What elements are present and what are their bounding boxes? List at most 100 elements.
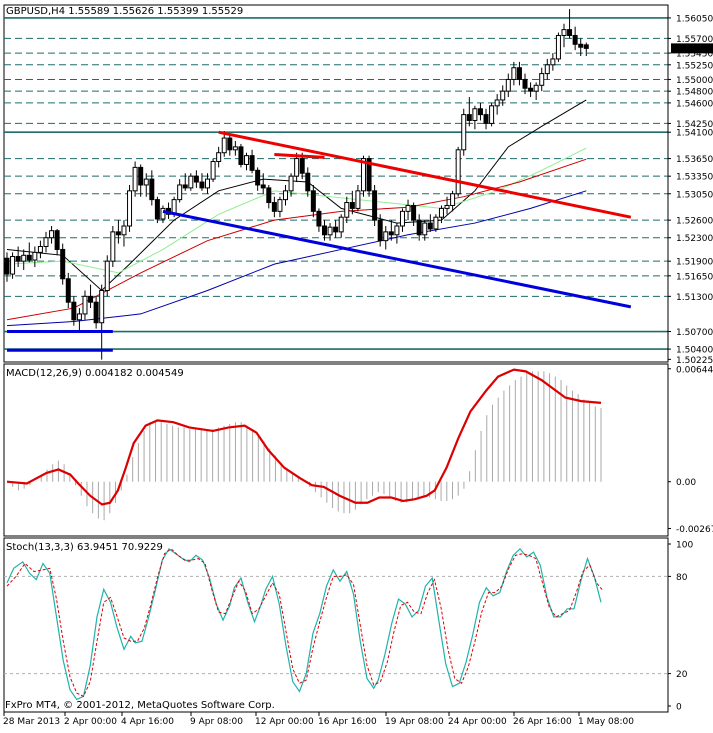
- candle-body: [500, 90, 506, 101]
- candle-body: [522, 78, 528, 89]
- candle-body: [205, 178, 211, 189]
- candle-body: [305, 172, 311, 192]
- time-axis-label: 16 Apr 16:00: [318, 717, 377, 727]
- candle: [104, 255, 110, 297]
- candle: [455, 146, 461, 197]
- candle: [489, 102, 495, 127]
- price-axis-label: 1.56050: [676, 14, 713, 24]
- candle: [99, 284, 105, 360]
- candle-body: [71, 301, 77, 321]
- candle-body: [60, 248, 66, 280]
- candle: [271, 196, 277, 218]
- candle: [288, 173, 294, 197]
- candle: [193, 170, 199, 188]
- price-axis-label: 1.50400: [676, 346, 713, 356]
- candle: [216, 146, 222, 168]
- candle: [26, 242, 32, 263]
- time-axis-label: 1 May 08:00: [578, 717, 634, 727]
- candle: [54, 228, 60, 256]
- candle-body: [182, 184, 188, 189]
- candle-body: [583, 44, 589, 49]
- trendline: [218, 130, 632, 219]
- macd-axis-label: 0.00: [676, 478, 696, 488]
- candle: [182, 173, 188, 191]
- candle-body: [104, 260, 110, 291]
- time-axis-label: 9 Apr 08:00: [190, 717, 243, 727]
- time-axis-label: 2 Apr 00:00: [64, 717, 117, 727]
- candle: [388, 220, 394, 241]
- time-axis-label: 4 Apr 16:00: [121, 717, 174, 727]
- candle-body: [572, 34, 578, 45]
- candle-body: [438, 207, 444, 218]
- candle-body: [255, 169, 261, 186]
- candle-body: [49, 230, 55, 239]
- candle-body: [210, 161, 216, 180]
- candle: [249, 149, 255, 174]
- candle: [227, 135, 233, 156]
- candle: [438, 205, 444, 224]
- candle: [411, 202, 417, 226]
- candle: [377, 214, 383, 247]
- candle: [578, 38, 584, 56]
- candle: [177, 179, 183, 203]
- candle-body: [561, 29, 567, 36]
- candle: [310, 184, 316, 218]
- trendline: [274, 152, 325, 159]
- candle-body: [578, 43, 584, 48]
- candle: [477, 102, 483, 121]
- candle: [472, 105, 478, 130]
- price-header: GBPUSD,H4 1.55589 1.55626 1.55399 1.5552…: [6, 6, 243, 17]
- candle-body: [110, 231, 116, 262]
- candle-body: [411, 204, 417, 221]
- candle: [43, 231, 49, 253]
- candle-body: [121, 225, 127, 236]
- candle: [483, 108, 489, 130]
- candle-body: [477, 108, 483, 116]
- current-price-marker: [671, 43, 713, 54]
- price-axis-label: 1.54800: [676, 88, 713, 98]
- candle-body: [82, 295, 88, 315]
- candle: [138, 164, 144, 197]
- stochastic-main-line: [6, 547, 602, 701]
- macd-signal-line: [6, 368, 602, 506]
- candle-body: [489, 105, 495, 124]
- candle: [522, 73, 528, 95]
- candle: [349, 190, 355, 215]
- candle-body: [483, 114, 489, 124]
- price-axis-label: 1.55450: [676, 50, 713, 60]
- time-axis-label: 24 Apr 00:00: [448, 717, 507, 727]
- candle-body: [88, 295, 94, 303]
- candle: [338, 214, 344, 238]
- candle: [344, 196, 350, 224]
- candle-body: [383, 231, 389, 242]
- candle: [327, 223, 333, 241]
- candle: [405, 199, 411, 221]
- candle: [37, 240, 43, 259]
- candle-body: [21, 254, 27, 262]
- candle: [71, 296, 77, 326]
- price-axis-label: 1.55700: [676, 35, 713, 45]
- candle: [450, 190, 456, 212]
- candle-body: [127, 190, 133, 227]
- candle-body: [366, 158, 372, 192]
- candle: [244, 152, 250, 171]
- time-axis-label: 19 Apr 08:00: [385, 717, 444, 727]
- time-axis-label: 26 Apr 16:00: [513, 717, 572, 727]
- candle: [4, 252, 10, 282]
- candle-body: [394, 225, 400, 236]
- candle: [399, 208, 405, 232]
- macd-header: MACD(12,26,9) 0.004182 0.004549: [6, 368, 184, 379]
- candle-body: [132, 166, 138, 192]
- candle: [555, 32, 561, 62]
- candle: [149, 170, 155, 206]
- candle-body: [115, 231, 121, 236]
- candle: [461, 108, 467, 156]
- candle-body: [544, 64, 550, 75]
- candle: [416, 214, 422, 241]
- candle: [132, 161, 138, 197]
- candle-body: [15, 255, 21, 262]
- price-axis-label: 1.51300: [676, 293, 713, 303]
- candle-body: [32, 251, 38, 261]
- candle: [528, 82, 534, 98]
